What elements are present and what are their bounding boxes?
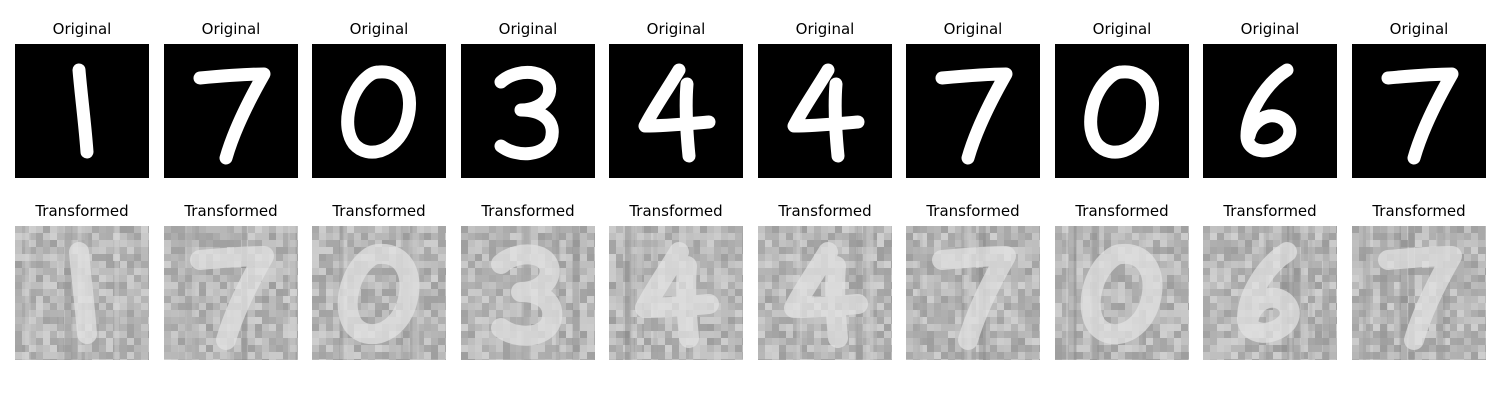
panel-title: Original (349, 20, 409, 38)
transformed-digit-image (906, 226, 1040, 360)
digit-image (164, 44, 298, 178)
digit-stroke (932, 246, 1016, 350)
digit-stroke (72, 63, 94, 159)
digit-stroke (337, 243, 420, 345)
panel-title: Original (1389, 20, 1449, 38)
panel-title: Original (52, 20, 112, 38)
digit-stroke (1080, 243, 1163, 345)
digit-stroke (1240, 63, 1297, 158)
panel-title: Transformed (926, 202, 1020, 220)
digit-image (1055, 44, 1189, 178)
panel-title: Transformed (1075, 202, 1169, 220)
transformed-digit-image (1352, 226, 1486, 360)
panel-title: Transformed (1223, 202, 1317, 220)
panel-title: Original (795, 20, 855, 38)
image-background (609, 44, 743, 178)
digit-stroke (190, 246, 274, 350)
transformed-digit-image (1203, 226, 1337, 360)
panel-title: Transformed (1372, 202, 1466, 220)
digit-stroke (784, 242, 868, 348)
transformed-digit-image (758, 226, 892, 360)
transformed-digit-image (164, 226, 298, 360)
image-background (758, 44, 892, 178)
panel-title: Original (1240, 20, 1300, 38)
digit-stroke (787, 63, 865, 163)
digit-image (1352, 44, 1486, 178)
transformed-digit-image (609, 226, 743, 360)
digit-stroke (1237, 242, 1300, 343)
noise-texture (164, 226, 298, 360)
panel-title: Transformed (184, 202, 278, 220)
digit-image (906, 44, 1040, 178)
panel-title: Transformed (481, 202, 575, 220)
panel-title: Original (498, 20, 558, 38)
digit-stroke (494, 65, 559, 161)
panel-title: Transformed (778, 202, 872, 220)
panel-title: Original (1092, 20, 1152, 38)
digit-image (461, 44, 595, 178)
transformed-digit-image (312, 226, 446, 360)
transformed-digit-image (461, 226, 595, 360)
digit-stroke (935, 67, 1013, 165)
digit-stroke (1378, 246, 1462, 350)
panel-title: Original (646, 20, 706, 38)
digit-image (312, 44, 446, 178)
digit-stroke (69, 242, 97, 344)
digit-stroke (1084, 65, 1159, 159)
digit-image (609, 44, 743, 178)
digit-image (758, 44, 892, 178)
digit-stroke (1381, 67, 1459, 165)
transformed-digit-image (15, 226, 149, 360)
panel-title: Transformed (35, 202, 129, 220)
panel-title: Original (943, 20, 1003, 38)
digit-stroke (638, 63, 716, 163)
digit-stroke (341, 65, 416, 159)
transformed-digit-image (1055, 226, 1189, 360)
panel-title: Original (201, 20, 261, 38)
panel-title: Transformed (629, 202, 723, 220)
digit-image (15, 44, 149, 178)
digit-stroke (635, 242, 719, 348)
digit-stroke (491, 244, 563, 346)
digit-stroke (193, 67, 271, 165)
panel-title: Transformed (332, 202, 426, 220)
digit-image (1203, 44, 1337, 178)
